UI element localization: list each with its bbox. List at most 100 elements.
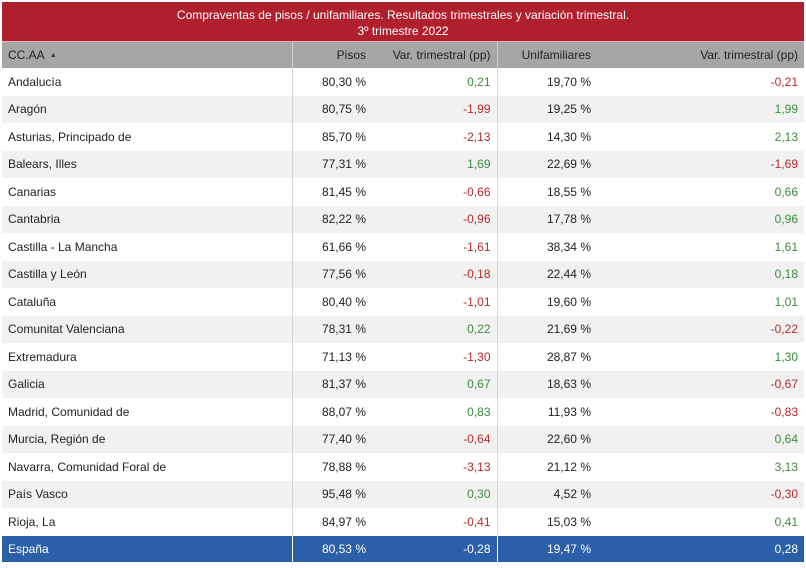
region-cell: Aragón (2, 95, 293, 123)
pisos-cell: 95,48 % (292, 480, 372, 508)
unifamiliares-cell: 21,69 % (497, 315, 597, 343)
var-pisos-cell: 0,21 (372, 68, 498, 96)
pisos-cell: 81,37 % (292, 370, 372, 398)
column-header-var-pisos[interactable]: Var. trimestral (pp) (372, 42, 498, 68)
pisos-cell: 78,31 % (292, 315, 372, 343)
var-pisos-cell: -0,41 (372, 508, 498, 536)
table-row: Galicia 81,37 % 0,67 18,63 % -0,67 (2, 370, 804, 398)
table-row: Andalucía 80,30 % 0,21 19,70 % -0,21 (2, 68, 804, 96)
var-pisos-cell: -0,66 (372, 178, 498, 206)
unifamiliares-cell: 38,34 % (497, 233, 597, 261)
pisos-cell: 77,31 % (292, 150, 372, 178)
table-row: Cantabria 82,22 % -0,96 17,78 % 0,96 (2, 205, 804, 233)
var-unifamiliares-cell: -0,83 (597, 398, 804, 426)
region-cell: Castilla y León (2, 260, 293, 288)
title-line-2: 3º trimestre 2022 (357, 24, 449, 38)
var-pisos-cell: -1,01 (372, 288, 498, 316)
table-row: Balears, Illes 77,31 % 1,69 22,69 % -1,69 (2, 150, 804, 178)
pisos-cell: 77,40 % (292, 425, 372, 453)
var-pisos-cell: -3,13 (372, 453, 498, 481)
var-unifamiliares-cell: 1,99 (597, 95, 804, 123)
var-unifamiliares-cell: 0,64 (597, 425, 804, 453)
var-pisos-cell: -1,61 (372, 233, 498, 261)
table-row: Comunitat Valenciana 78,31 % 0,22 21,69 % -0… (2, 315, 804, 343)
region-cell: Rioja, La (2, 508, 293, 536)
unifamiliares-cell: 17,78 % (497, 205, 597, 233)
var-unifamiliares-cell: 0,28 (597, 535, 804, 562)
table-row: Extremadura 71,13 % -1,30 28,87 % 1,30 (2, 343, 804, 371)
var-pisos-cell: 0,83 (372, 398, 498, 426)
region-cell: Navarra, Comunidad Foral de (2, 453, 293, 481)
column-header-unifamiliares[interactable]: Unifamiliares (497, 42, 597, 68)
table-row: Cataluña 80,40 % -1,01 19,60 % 1,01 (2, 288, 804, 316)
table-title: Compraventas de pisos / unifamiliares. R… (2, 2, 804, 42)
unifamiliares-cell: 14,30 % (497, 123, 597, 151)
var-unifamiliares-cell: 3,13 (597, 453, 804, 481)
var-unifamiliares-cell: -0,22 (597, 315, 804, 343)
region-cell: Cataluña (2, 288, 293, 316)
column-header-label: CC.AA (8, 48, 45, 62)
unifamiliares-cell: 18,55 % (497, 178, 597, 206)
table-row: Murcia, Región de 77,40 % -0,64 22,60 % 0,64 (2, 425, 804, 453)
pisos-cell: 80,53 % (292, 535, 372, 562)
regions-table: CC.AA ▲ Pisos Var. trimestral (pp) Unifam… (2, 42, 805, 562)
var-pisos-cell: -1,99 (372, 95, 498, 123)
var-pisos-cell: -2,13 (372, 123, 498, 151)
region-cell: Castilla - La Mancha (2, 233, 293, 261)
var-unifamiliares-cell: -0,21 (597, 68, 804, 96)
var-pisos-cell: -0,96 (372, 205, 498, 233)
pisos-cell: 88,07 % (292, 398, 372, 426)
table-row: Madrid, Comunidad de 88,07 % 0,83 11,93 % -0… (2, 398, 804, 426)
pisos-cell: 61,66 % (292, 233, 372, 261)
region-cell: Murcia, Región de (2, 425, 293, 453)
unifamiliares-cell: 21,12 % (497, 453, 597, 481)
var-pisos-cell: -0,28 (372, 535, 498, 562)
region-cell: Asturias, Principado de (2, 123, 293, 151)
var-pisos-cell: -0,64 (372, 425, 498, 453)
var-unifamiliares-cell: 1,30 (597, 343, 804, 371)
pisos-cell: 77,56 % (292, 260, 372, 288)
unifamiliares-cell: 19,70 % (497, 68, 597, 96)
unifamiliares-cell: 11,93 % (497, 398, 597, 426)
sort-ascending-icon[interactable]: ▲ (49, 52, 57, 60)
region-cell: Canarias (2, 178, 293, 206)
column-header-var-unifamiliares[interactable]: Var. trimestral (pp) (597, 42, 804, 68)
unifamiliares-cell: 28,87 % (497, 343, 597, 371)
pisos-cell: 85,70 % (292, 123, 372, 151)
var-unifamiliares-cell: 2,13 (597, 123, 804, 151)
pisos-cell: 71,13 % (292, 343, 372, 371)
var-unifamiliares-cell: 1,01 (597, 288, 804, 316)
unifamiliares-cell: 22,44 % (497, 260, 597, 288)
total-row: España 80,53 % -0,28 19,47 % 0,28 (2, 535, 804, 562)
header-row: CC.AA ▲ Pisos Var. trimestral (pp) Unifam… (2, 42, 804, 68)
var-pisos-cell: -0,18 (372, 260, 498, 288)
pisos-cell: 80,40 % (292, 288, 372, 316)
unifamiliares-cell: 22,69 % (497, 150, 597, 178)
region-cell: País Vasco (2, 480, 293, 508)
region-cell: Extremadura (2, 343, 293, 371)
unifamiliares-cell: 15,03 % (497, 508, 597, 536)
region-cell: Balears, Illes (2, 150, 293, 178)
var-unifamiliares-cell: 0,66 (597, 178, 804, 206)
table-row: Navarra, Comunidad Foral de 78,88 % -3,13 2… (2, 453, 804, 481)
table-row: País Vasco 95,48 % 0,30 4,52 % -0,30 (2, 480, 804, 508)
region-cell: Cantabria (2, 205, 293, 233)
unifamiliares-cell: 22,60 % (497, 425, 597, 453)
pisos-cell: 80,30 % (292, 68, 372, 96)
table-row: Canarias 81,45 % -0,66 18,55 % 0,66 (2, 178, 804, 206)
column-header-ccaa[interactable]: CC.AA ▲ (2, 42, 293, 68)
unifamiliares-cell: 4,52 % (497, 480, 597, 508)
var-pisos-cell: -1,30 (372, 343, 498, 371)
unifamiliares-cell: 19,47 % (497, 535, 597, 562)
var-pisos-cell: 1,69 (372, 150, 498, 178)
region-cell: España (2, 535, 293, 562)
table-row: Rioja, La 84,97 % -0,41 15,03 % 0,41 (2, 508, 804, 536)
unifamiliares-cell: 19,25 % (497, 95, 597, 123)
unifamiliares-cell: 19,60 % (497, 288, 597, 316)
var-pisos-cell: 0,67 (372, 370, 498, 398)
var-unifamiliares-cell: -1,69 (597, 150, 804, 178)
region-cell: Comunitat Valenciana (2, 315, 293, 343)
region-cell: Galicia (2, 370, 293, 398)
column-header-pisos[interactable]: Pisos (292, 42, 372, 68)
